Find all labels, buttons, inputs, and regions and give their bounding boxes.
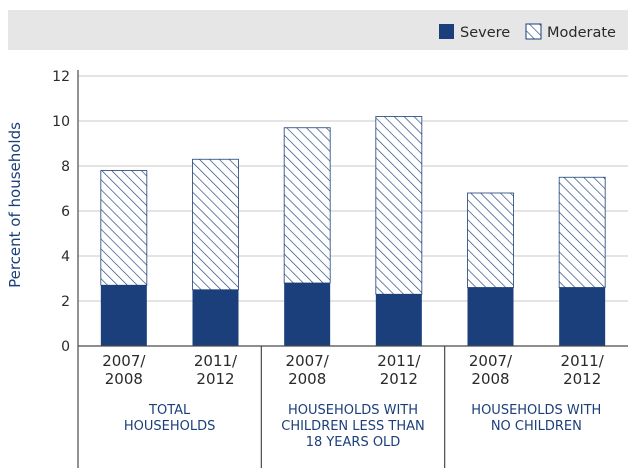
legend-swatch-severe [439,24,454,39]
legend-label-moderate: Moderate [547,25,616,41]
y-tick-label: 8 [61,159,70,175]
x-tick-label: 2011/2012 [194,352,238,388]
axes [77,70,628,468]
y-tick-labels: 0 2 4 6 8 10 12 [52,69,70,355]
bar-severe [559,287,606,346]
bar-severe [284,283,331,346]
legend: Severe Moderate [439,23,616,41]
x-tick-label: 2007/2008 [286,352,330,388]
bar-moderate [558,176,606,288]
bar-moderate [283,127,331,284]
bar-severe [192,289,239,346]
bar-severe [467,287,514,346]
bar-moderate [192,158,239,291]
x-tick-label: 2011/2012 [561,352,605,388]
y-tick-label: 12 [52,69,70,85]
y-tick-label: 2 [61,294,70,310]
group-label: TOTAL HOUSEHOLDS [124,403,216,434]
gridlines [78,75,628,302]
x-tick-label: 2007/2008 [469,352,513,388]
bar-moderate [467,192,514,288]
legend-band [8,10,628,50]
legend-swatch-moderate [525,23,542,40]
legend-label-severe: Severe [460,25,510,41]
y-tick-label: 10 [52,114,70,130]
group-label: HOUSEHOLDS WITH CHILDREN LESS THAN 18 YEAR… [281,403,424,450]
bars [100,116,606,346]
group-labels: TOTAL HOUSEHOLDS HOUSEHOLDS WITH CHILDREN L… [124,403,601,450]
y-tick-label: 6 [61,204,70,220]
y-tick-label: 0 [61,339,70,355]
x-tick-label: 2007/2008 [102,352,146,388]
bar-severe [100,285,147,346]
y-axis-label: Percent of households [6,122,24,288]
bar-severe [375,294,422,346]
x-tick-label: 2011/2012 [377,352,421,388]
x-tick-labels: 2007/2008 2011/2012 2007/2008 2011/2012 2007… [102,352,605,388]
y-tick-label: 4 [61,249,70,265]
bar-moderate [100,170,148,286]
bar-moderate [375,116,423,295]
group-label: HOUSEHOLDS WITH NO CHILDREN [471,403,601,434]
